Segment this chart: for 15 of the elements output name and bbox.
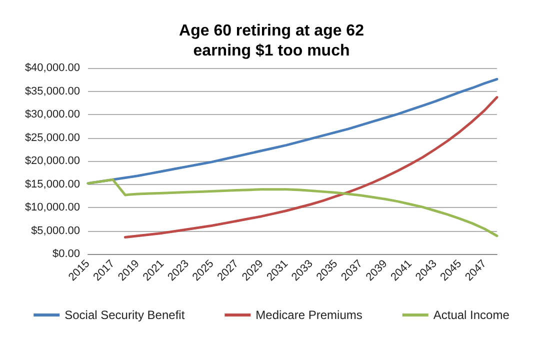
y-tick-label: $30,000.00 bbox=[24, 108, 80, 120]
legend-label: Social Security Benefit bbox=[64, 308, 186, 322]
y-tick-label: $35,000.00 bbox=[24, 85, 80, 98]
y-tick-label: $0.00 bbox=[52, 248, 80, 260]
legend-label: Medicare Premiums bbox=[256, 308, 362, 322]
y-tick-label: $5,000.00 bbox=[31, 224, 80, 237]
line-series bbox=[86, 178, 498, 238]
y-tick-label: $25,000.00 bbox=[24, 132, 80, 144]
y-tick-label: $40,000.00 bbox=[24, 62, 80, 74]
legend-label: Actual Income bbox=[433, 308, 510, 322]
y-tick-label: $20,000.00 bbox=[24, 155, 80, 167]
y-tick-label: $10,000.00 bbox=[24, 202, 80, 214]
chart-title: Age 60 retiring at age 62 earning $1 too much bbox=[179, 22, 364, 60]
line-series bbox=[124, 96, 498, 239]
y-tick-label: $15,000.00 bbox=[24, 178, 80, 190]
